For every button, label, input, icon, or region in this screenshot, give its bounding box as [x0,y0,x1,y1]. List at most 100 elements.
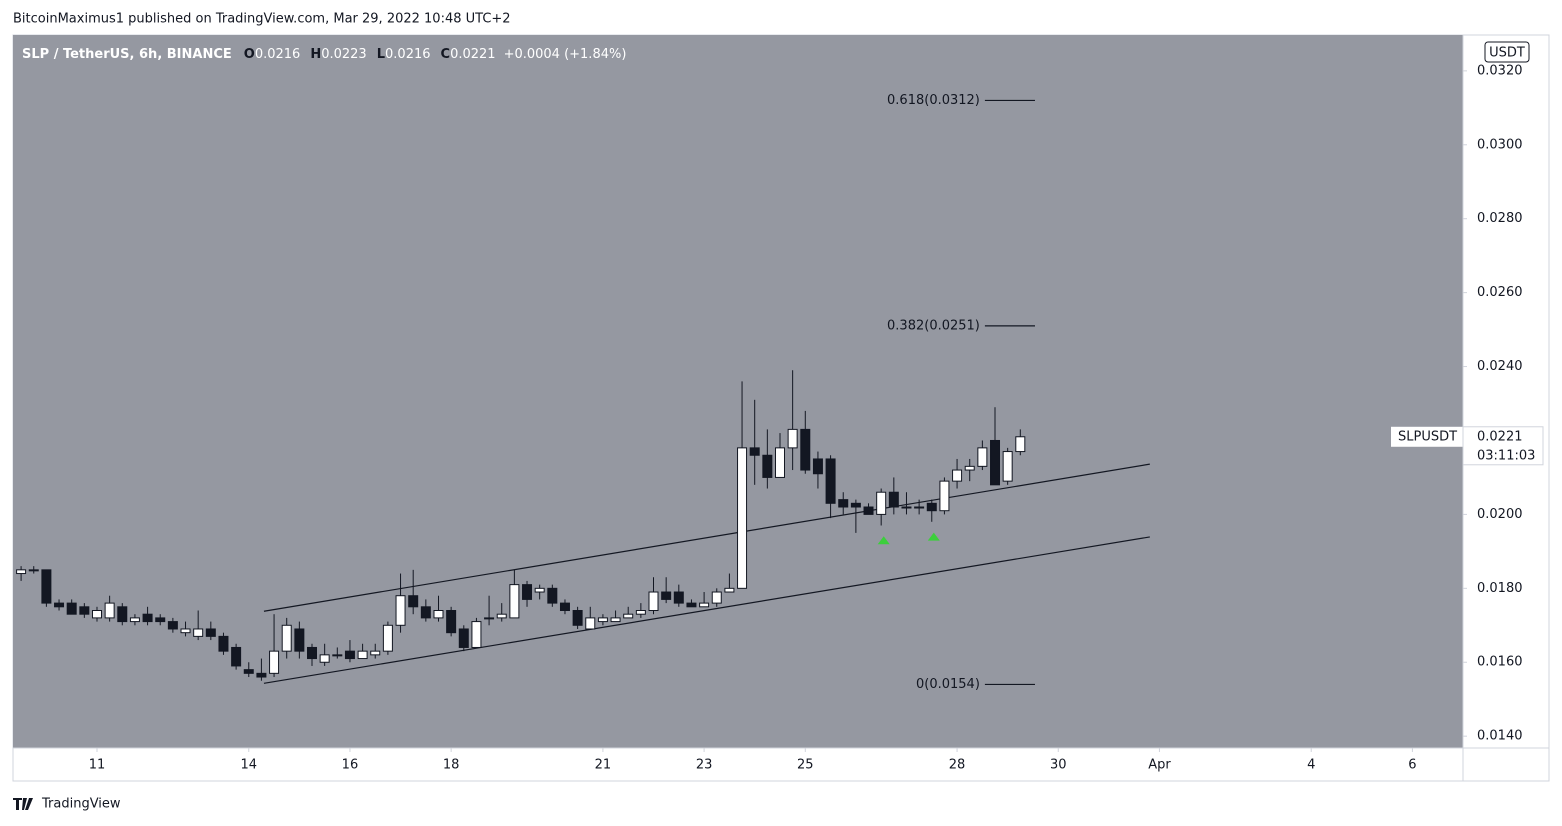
x-tick-label: 18 [443,758,460,773]
candle-body [167,621,178,630]
candle-body [901,506,912,509]
candle-body [433,610,444,619]
candle-body [420,606,431,619]
candle-body [1002,451,1013,482]
x-tick-label: 28 [949,758,966,773]
candle-body [1015,436,1026,453]
candle-body [180,628,191,634]
y-tick-label: 0.0160 [1477,655,1523,670]
x-tick-label: 6 [1408,758,1416,773]
candle-body [838,499,849,508]
candle-body [699,602,710,608]
candle-body [28,569,39,572]
candle-body [610,617,621,623]
candle-body [686,602,697,608]
price-tag-name-box [1391,426,1463,447]
x-tick-label: 14 [240,758,257,773]
candle-body [193,628,204,637]
candle-body [661,591,672,600]
candle-body [572,610,583,626]
legend-value: 0.0221 [450,47,496,62]
candle-body [370,650,381,656]
candle-body [458,628,469,648]
candle-body [446,610,457,634]
candle-body [737,447,748,589]
plot-area [13,35,1463,748]
brand-name: TradingView [41,797,121,812]
brand: TradingView [13,797,121,812]
candle-body [914,506,925,509]
candle-body [307,646,318,660]
currency-box [1484,41,1530,63]
candle-body [205,628,216,637]
candle-body [774,447,785,478]
candle-body [876,491,887,515]
x-tick-label: 25 [797,758,814,773]
candle-body [509,584,520,619]
y-tick-label: 0.0140 [1477,729,1523,744]
candle-body [104,602,115,619]
candle-body [471,621,482,648]
candle-body [408,595,419,608]
fib-label: 0.382(0.0251) [887,318,980,333]
candle-body [926,502,937,512]
candle-body [496,613,507,619]
candle-body [825,458,836,504]
signal-arrow [927,532,940,541]
x-tick-label: 23 [696,758,713,773]
fib-label: 0(0.0154) [916,677,980,692]
x-tick-label: 4 [1307,758,1315,773]
x-tick-label: Apr [1148,758,1171,773]
candle-body [281,624,292,652]
candle-body [243,669,254,674]
candle-body [319,654,330,663]
legend-key: O [244,47,255,62]
legend-value: 0.0223 [321,47,367,62]
candle-body [635,610,646,615]
candle-body [142,613,153,623]
legend-value: 0.0216 [385,47,431,62]
candle-body [762,454,773,478]
y-tick-label: 0.0320 [1477,63,1523,78]
price-tag-name: SLPUSDT [1398,429,1457,444]
symbol-legend: SLP / TetherUS, 6h, BINANCE O0.0216 H0.022… [22,47,626,62]
legend-change: +0.0004 (+1.84%) [504,47,627,62]
candle-body [952,469,963,482]
candle-body [269,650,280,674]
candle-body [850,502,861,508]
candle-body [673,591,684,604]
legend-key: L [377,47,385,62]
candle-body [294,628,305,652]
candle-body [91,610,102,619]
y-tick-label: 0.0260 [1477,285,1523,300]
price-tag-countdown: 03:11:03 [1477,448,1535,463]
candle-body [382,624,393,652]
candle-body [395,595,406,626]
price-tag-box [1462,426,1544,466]
candle-body [54,602,65,608]
legend-key: H [310,47,321,62]
candle-body [977,447,988,467]
legend-value: 0.0216 [255,47,301,62]
candle-body [129,617,140,623]
candle-body [357,650,368,660]
y-tick-label: 0.0240 [1477,359,1523,374]
candle-body [484,617,495,620]
candle-body [787,428,798,449]
candle-body [800,428,811,471]
candle-body [559,602,570,612]
candle-body [749,447,760,456]
price-tag-value: 0.0221 [1477,429,1523,444]
x-tick-label: 11 [89,758,106,773]
brand-logo [13,798,33,810]
x-tick-label: 21 [595,758,612,773]
candle-body [547,587,558,604]
trendline [263,463,1150,612]
trendline [263,536,1150,684]
candle-body [888,491,899,508]
symbol: SLP / TetherUS, 6h, BINANCE [22,47,232,62]
published-line: BitcoinMaximus1 published on TradingView… [13,12,511,27]
candle-body [648,591,659,612]
candle-body [623,613,634,619]
